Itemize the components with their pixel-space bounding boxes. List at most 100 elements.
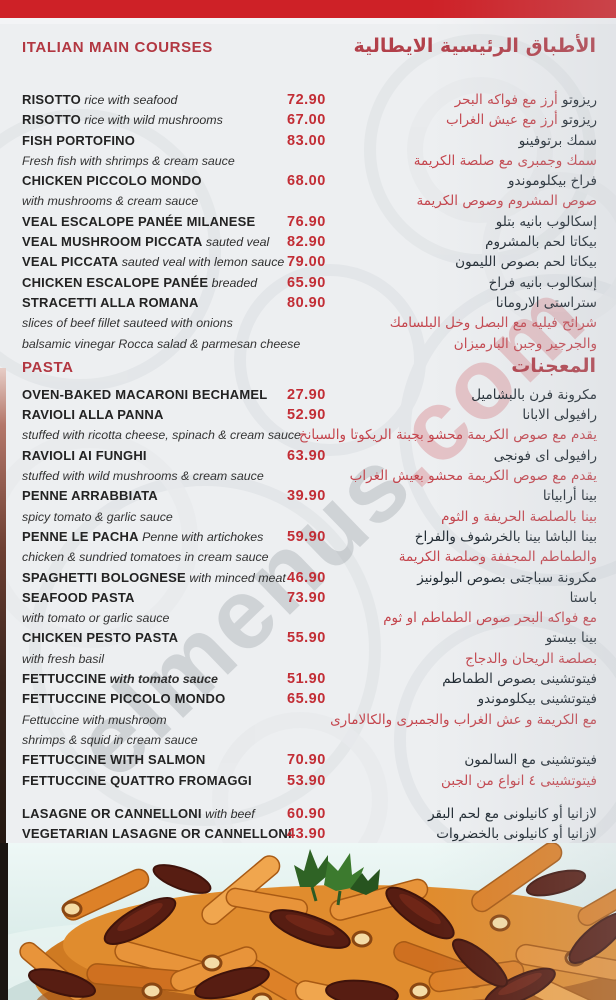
- menu-row: with tomato or garlic sauce مع فواكه البح…: [0, 608, 616, 628]
- menu-row: VEAL PICCATA sauted veal with lemon sauc…: [0, 252, 616, 272]
- item-ar-red: أرز مع فواكه البحر: [454, 92, 563, 108]
- item-name: FETTUCCINE: [22, 671, 107, 687]
- item-name: FISH PORTOFINO: [22, 132, 136, 148]
- item-name-ar: ستراستى الارومانا: [496, 293, 597, 313]
- item-name: SEAFOOD PASTA: [22, 589, 135, 605]
- item-name: VEAL MUSHROOM PICCATA: [22, 234, 203, 250]
- menu-section: PASTA المعجنات OVEN-BAKED MACARONI BECHAME…: [0, 354, 616, 845]
- item-name: CHICKEN PESTO PASTA: [22, 630, 179, 646]
- page-edge-strip: [0, 368, 6, 843]
- item-name-en: Fresh fish with shrimps & cream sauce: [22, 153, 235, 168]
- item-name-en: RISOTTO rice with seafood: [22, 90, 177, 110]
- item-price: 72.90: [287, 92, 326, 108]
- item-price: 59.90: [287, 528, 326, 545]
- item-ar-dark: ريزوتو: [562, 92, 597, 108]
- item-name-en: Fettuccine with mushroom: [22, 712, 167, 727]
- item-ar-dark: فيتوتشينى بيكلوموندو: [477, 691, 597, 708]
- item-name-ar: مع فواكه البحر صوص الطماطم او ثوم: [383, 608, 597, 628]
- item-name-en: slices of beef fillet sauteed with onion…: [22, 316, 233, 331]
- item-name-ar: مع الكريمة و عش الغراب والجمبرى والكالام…: [330, 710, 597, 730]
- item-name-ar: فيتوتشينى بصوص الطماطم: [442, 669, 597, 689]
- item-name-ar: سمك وجمبرى مع صلصة الكريمة: [414, 151, 597, 171]
- menu-row: stuffed with wild mushrooms & cream sauc…: [0, 466, 616, 486]
- item-name-en: RAVIOLI ALLA PANNA: [22, 405, 164, 425]
- row-spacer: [0, 791, 616, 804]
- item-desc: sauted veal: [202, 235, 270, 250]
- item-ar-dark: مكرونة سباجتى بصوص البولونيز: [417, 569, 597, 586]
- item-ar-red: شرائح فيليه مع البصل وخل البلسامك: [389, 315, 597, 332]
- item-price: 63.90: [287, 447, 326, 464]
- section-heading: PASTA المعجنات: [22, 354, 596, 380]
- item-name-en: VEAL MUSHROOM PICCATA sauted veal: [22, 232, 269, 252]
- item-name-en: CHICKEN PICCOLO MONDO: [22, 171, 202, 191]
- item-name: SPAGHETTI BOLOGNESE: [22, 569, 186, 585]
- menu-row: shrimps & squid in cream sauce: [0, 730, 616, 750]
- item-price: 52.90: [287, 407, 326, 424]
- top-red-bar: [0, 0, 616, 18]
- menu-row: RISOTTO rice with wild mushrooms 67.00 ريز…: [0, 110, 616, 130]
- item-name-ar: والجرجير وجبن البارميزان: [454, 334, 597, 354]
- item-name-ar: لازانيا أو كانيلونى مع لحم البقر: [428, 804, 597, 824]
- item-name-en: LASAGNE OR CANNELLONI with beef: [22, 804, 255, 824]
- pasta-photo: [0, 843, 616, 1000]
- item-name-en: stuffed with wild mushrooms & cream sauc…: [22, 469, 264, 484]
- item-name: PENNE ARRABBIATA: [22, 488, 158, 504]
- item-name: STRACETTI ALLA ROMANA: [22, 294, 199, 310]
- item-price: 27.90: [287, 386, 326, 403]
- item-ar-red: مع الكريمة و عش الغراب والجمبرى والكالام…: [330, 711, 597, 728]
- item-price: 46.90: [287, 569, 326, 586]
- item-price: 60.90: [287, 805, 326, 822]
- item-ar-dark: فيتوتشينى مع السالمون: [464, 752, 597, 769]
- item-ar-dark: إسكالوب بانيه بتلو: [495, 213, 597, 230]
- item-name: RAVIOLI ALLA PANNA: [22, 407, 164, 423]
- item-name-en: balsamic vinegar Rocca salad & parmesan …: [22, 336, 301, 351]
- item-price: 73.90: [287, 589, 326, 606]
- item-name-ar: رافيولى الابانا: [522, 405, 597, 425]
- item-name: FETTUCCINE WITH SALMON: [22, 752, 206, 768]
- item-ar-dark: بينا الباشا بينا بالخرشوف والفراخ: [414, 528, 597, 545]
- item-name-ar: فيتوتشينى ٤ انواع من الجبن: [441, 771, 597, 791]
- item-name-ar: إسكالوب بانيه بتلو: [496, 212, 597, 232]
- item-ar-dark: ستراستى الارومانا: [495, 294, 597, 311]
- item-name-ar: شرائح فيليه مع البصل وخل البلسامك: [390, 313, 597, 333]
- item-price: 67.00: [287, 112, 326, 129]
- menu-row: PENNE ARRABBIATA 39.90 بينا أرابياتا: [0, 486, 616, 506]
- menu-row: with mushrooms & cream sauce صوص المشروم …: [0, 191, 616, 211]
- item-name: RAVIOLI AI FUNGHI: [22, 447, 147, 463]
- item-name-ar: صوص المشروم وصوص الكريمة: [416, 191, 597, 211]
- item-name-ar: بينا الباشا بينا بالخرشوف والفراخ: [415, 527, 597, 547]
- item-name-ar: بيكاتا لحم بصوص الليمون: [455, 252, 597, 272]
- item-name-en: spicy tomato & garlic sauce: [22, 509, 173, 524]
- item-name-en: stuffed with ricotta cheese, spinach & c…: [22, 428, 301, 443]
- menu-row: slices of beef fillet sauteed with onion…: [0, 313, 616, 333]
- item-ar-dark: مكرونة فرن بالبشاميل: [471, 386, 597, 403]
- item-name-en: FISH PORTOFINO: [22, 131, 135, 151]
- menu-row: STRACETTI ALLA ROMANA 80.90 ستراستى الاروم…: [0, 293, 616, 313]
- menu-row: RAVIOLI AI FUNGHI 63.90 رافيولى اى فونجى: [0, 446, 616, 466]
- menu-row: FETTUCCINE QUATTRO FROMAGGI 53.90 فيتوتشين…: [0, 771, 616, 791]
- item-ar-dark: سمك برتوفينو: [518, 132, 597, 149]
- menu-row: VEAL MUSHROOM PICCATA sauted veal 82.90 بي…: [0, 232, 616, 252]
- menu-row: RISOTTO rice with seafood 72.90 ريزوتو أرز…: [0, 90, 616, 110]
- item-desc: rice with wild mushrooms: [80, 113, 223, 128]
- item-ar-red: بصلصة الريحان والدجاج: [465, 650, 597, 667]
- item-name-ar: فيتوتشينى مع السالمون: [464, 750, 597, 770]
- menu-row: spicy tomato & garlic sauce بينا بالصلصة …: [0, 507, 616, 527]
- item-name-ar: بصلصة الريحان والدجاج: [465, 649, 597, 669]
- item-ar-red: والجرجير وجبن البارميزان: [453, 335, 597, 352]
- item-price: 80.90: [287, 294, 326, 311]
- item-name-ar: والطماطم المجففة وصلصة الكريمة: [399, 547, 597, 567]
- item-ar-red: يقدم مع صوص الكريمة محشو بجبنة الريكوتا …: [298, 427, 597, 444]
- item-name: RISOTTO: [22, 92, 81, 107]
- item-name-ar: فراخ بيكلوموندو: [508, 171, 597, 191]
- item-name-en: FETTUCCINE WITH SALMON: [22, 750, 206, 770]
- menu-row: FETTUCCINE WITH SALMON 70.90 فيتوتشينى مع …: [0, 750, 616, 770]
- menu-content: ITALIAN MAIN COURSES الأطباق الرئيسية الا…: [0, 35, 616, 845]
- item-price: 83.00: [287, 132, 326, 149]
- item-price: 82.90: [287, 234, 326, 251]
- item-desc: Penne with artichokes: [138, 529, 264, 544]
- item-name-ar: بينا أرابياتا: [543, 486, 597, 506]
- item-name-ar: باستا: [570, 588, 597, 608]
- item-ar-dark: ريزوتو: [562, 112, 597, 129]
- item-name-en: SPAGHETTI BOLOGNESE with minced meat: [22, 568, 286, 588]
